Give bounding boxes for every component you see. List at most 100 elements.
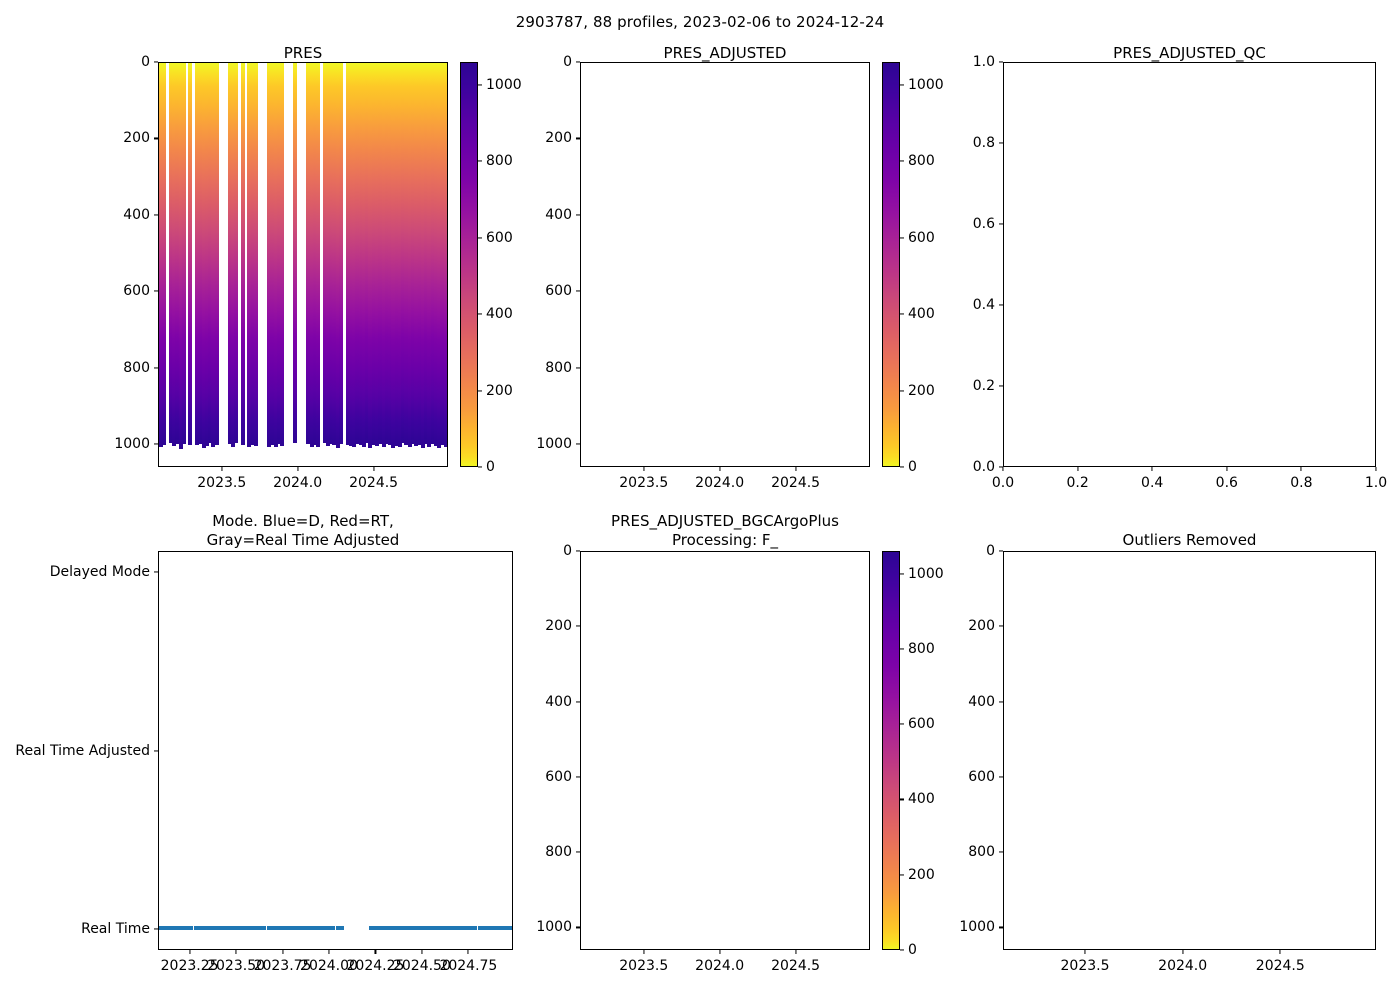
axes-outliers-removed[interactable] [1003,551,1376,950]
axes-outliers-y-ticklabel: 600 [968,768,995,785]
mode-data-point [205,925,210,930]
mode-data-point [270,925,275,930]
axes-outliers-y-ticklabel: 0 [986,543,995,559]
axes-pres-adjusted-y-ticklabel: 800 [545,359,572,376]
colorbar-bgcargoplus [882,551,900,950]
mode-data-point [505,925,510,930]
axes-bgcargoplus-y-tickmark [576,550,580,552]
axes-qc-y-tickmark [999,304,1003,306]
colorbar-pres-tickmark [478,237,482,239]
panel-mode-title: Mode. Blue=D, Red=RT, Gray=Real Time Adj… [158,512,448,550]
mode-data-point [177,925,182,930]
axes-bgcargoplus-x-ticklabel: 2023.5 [619,958,669,974]
axes-mode-x-ticklabel: 2024.50 [392,958,451,974]
pres-profile-column [234,63,239,444]
axes-bgcargoplus-x-tickmark [795,950,797,954]
mode-data-point [481,925,486,930]
axes-mode-y-ticklabel: Delayed Mode [49,564,150,581]
mode-data-point [278,925,283,930]
mode-data-point [181,925,186,930]
axes-pres-x-tickmark [221,467,223,471]
pres-profile-column [355,63,360,444]
axes-bgcargoplus-y-tickmark [576,625,580,627]
colorbar-pres-adjusted-tickmark [900,313,904,315]
panel-pres-adjusted-title: PRES_ADJUSTED [663,44,787,62]
axes-qc-y-ticklabel: 0.2 [972,378,995,394]
pres-profile-column [201,63,206,449]
pres-profile-column [253,63,258,446]
axes-pres-adjusted-y-ticklabel: 200 [545,130,572,147]
axes-qc-y-tickmark [999,142,1003,144]
axes-bgcargoplus-y-ticklabel: 800 [545,844,572,861]
axes-mode-x-ticklabel: 2024.25 [346,958,405,974]
mode-data-point [389,925,394,930]
axes-outliers-y-ticklabel: 1000 [959,919,995,936]
axes-mode-x-tickmark [374,950,376,954]
axes-qc-y-tickmark [999,385,1003,387]
colorbar-pres-adjusted-ticklabel: 200 [908,382,935,399]
pres-profile-column [368,63,373,449]
pres-profile-column [417,63,422,446]
pres-profile-column [162,63,167,446]
pres-profile-column [250,63,255,445]
axes-pres-x-tickmark [297,467,299,471]
pres-profile-column [384,63,389,444]
axes-mode-x-tickmark [281,950,284,954]
axes-pres-adjusted-qc[interactable] [1003,62,1376,467]
pres-profile-column [280,63,285,447]
colorbar-bgcargoplus-tickmark [900,723,904,725]
axes-pres-x-ticklabel: 2023.5 [197,475,247,491]
pres-profile-column [316,63,321,447]
mode-data-point [436,925,441,930]
axes-pres-y-tickmark [154,214,158,216]
mode-data-point [161,925,166,930]
axes-pres-adjusted-y-ticklabel: 400 [545,206,572,223]
axes-qc-x-ticklabel: 0.2 [1066,475,1089,491]
axes-mode-y-ticklabel: Real Time Adjusted [15,742,150,759]
mode-data-point [274,925,279,930]
mode-data-point [185,925,190,930]
axes-pres-adjusted-x-ticklabel: 2024.5 [771,475,821,491]
axes-qc-x-ticklabel: 0.0 [991,475,1015,491]
pres-profile-column [407,63,412,448]
mode-data-point [401,925,406,930]
panel-outliers-title: Outliers Removed [1122,531,1257,549]
mode-data-point [374,925,379,930]
mode-data-point [209,925,214,930]
pres-profile-column [381,63,386,447]
pres-profile-column [195,63,199,445]
axes-pres-adjusted-x-ticklabel: 2024.0 [695,475,745,491]
mode-data-point [189,925,194,930]
axes-mode-x-ticklabel: 2023.50 [207,958,266,974]
mode-data-point [323,925,328,930]
axes-mode[interactable] [158,551,513,950]
axes-bgcargoplus[interactable] [580,551,870,950]
axes-pres-adjusted[interactable] [580,62,870,467]
axes-pres[interactable] [158,62,448,467]
axes-mode-y-tickmark [154,928,158,930]
mode-data-point [294,925,299,930]
axes-pres-y-tickmark [154,290,158,292]
mode-data-point [432,925,437,930]
axes-qc-y-tickmark [999,223,1003,225]
mode-data-point [311,925,316,930]
mode-data-point [416,925,421,930]
mode-data-point [339,925,344,930]
mode-scatter-series [159,552,512,949]
colorbar-pres-adjusted-ticklabel: 1000 [908,76,944,93]
colorbar-pres-ticklabel: 0 [486,459,495,475]
axes-outliers-y-tickmark [999,926,1003,928]
pres-profile-column [430,63,435,444]
axes-qc-x-tickmark [1226,467,1228,471]
colorbar-pres-ticklabel: 1000 [486,76,522,93]
mode-data-point [290,925,295,930]
colorbar-bgcargoplus-ticklabel: 1000 [908,565,944,582]
axes-mode-x-tickmark [421,950,423,954]
pres-profile-column [420,63,425,449]
colorbar-pres-adjusted-tickmark [900,466,904,468]
axes-outliers-y-tickmark [999,550,1003,552]
axes-bgcargoplus-x-ticklabel: 2024.0 [695,958,745,974]
mode-data-point [230,925,235,930]
mode-data-point [493,925,498,930]
mode-data-point [461,925,466,930]
